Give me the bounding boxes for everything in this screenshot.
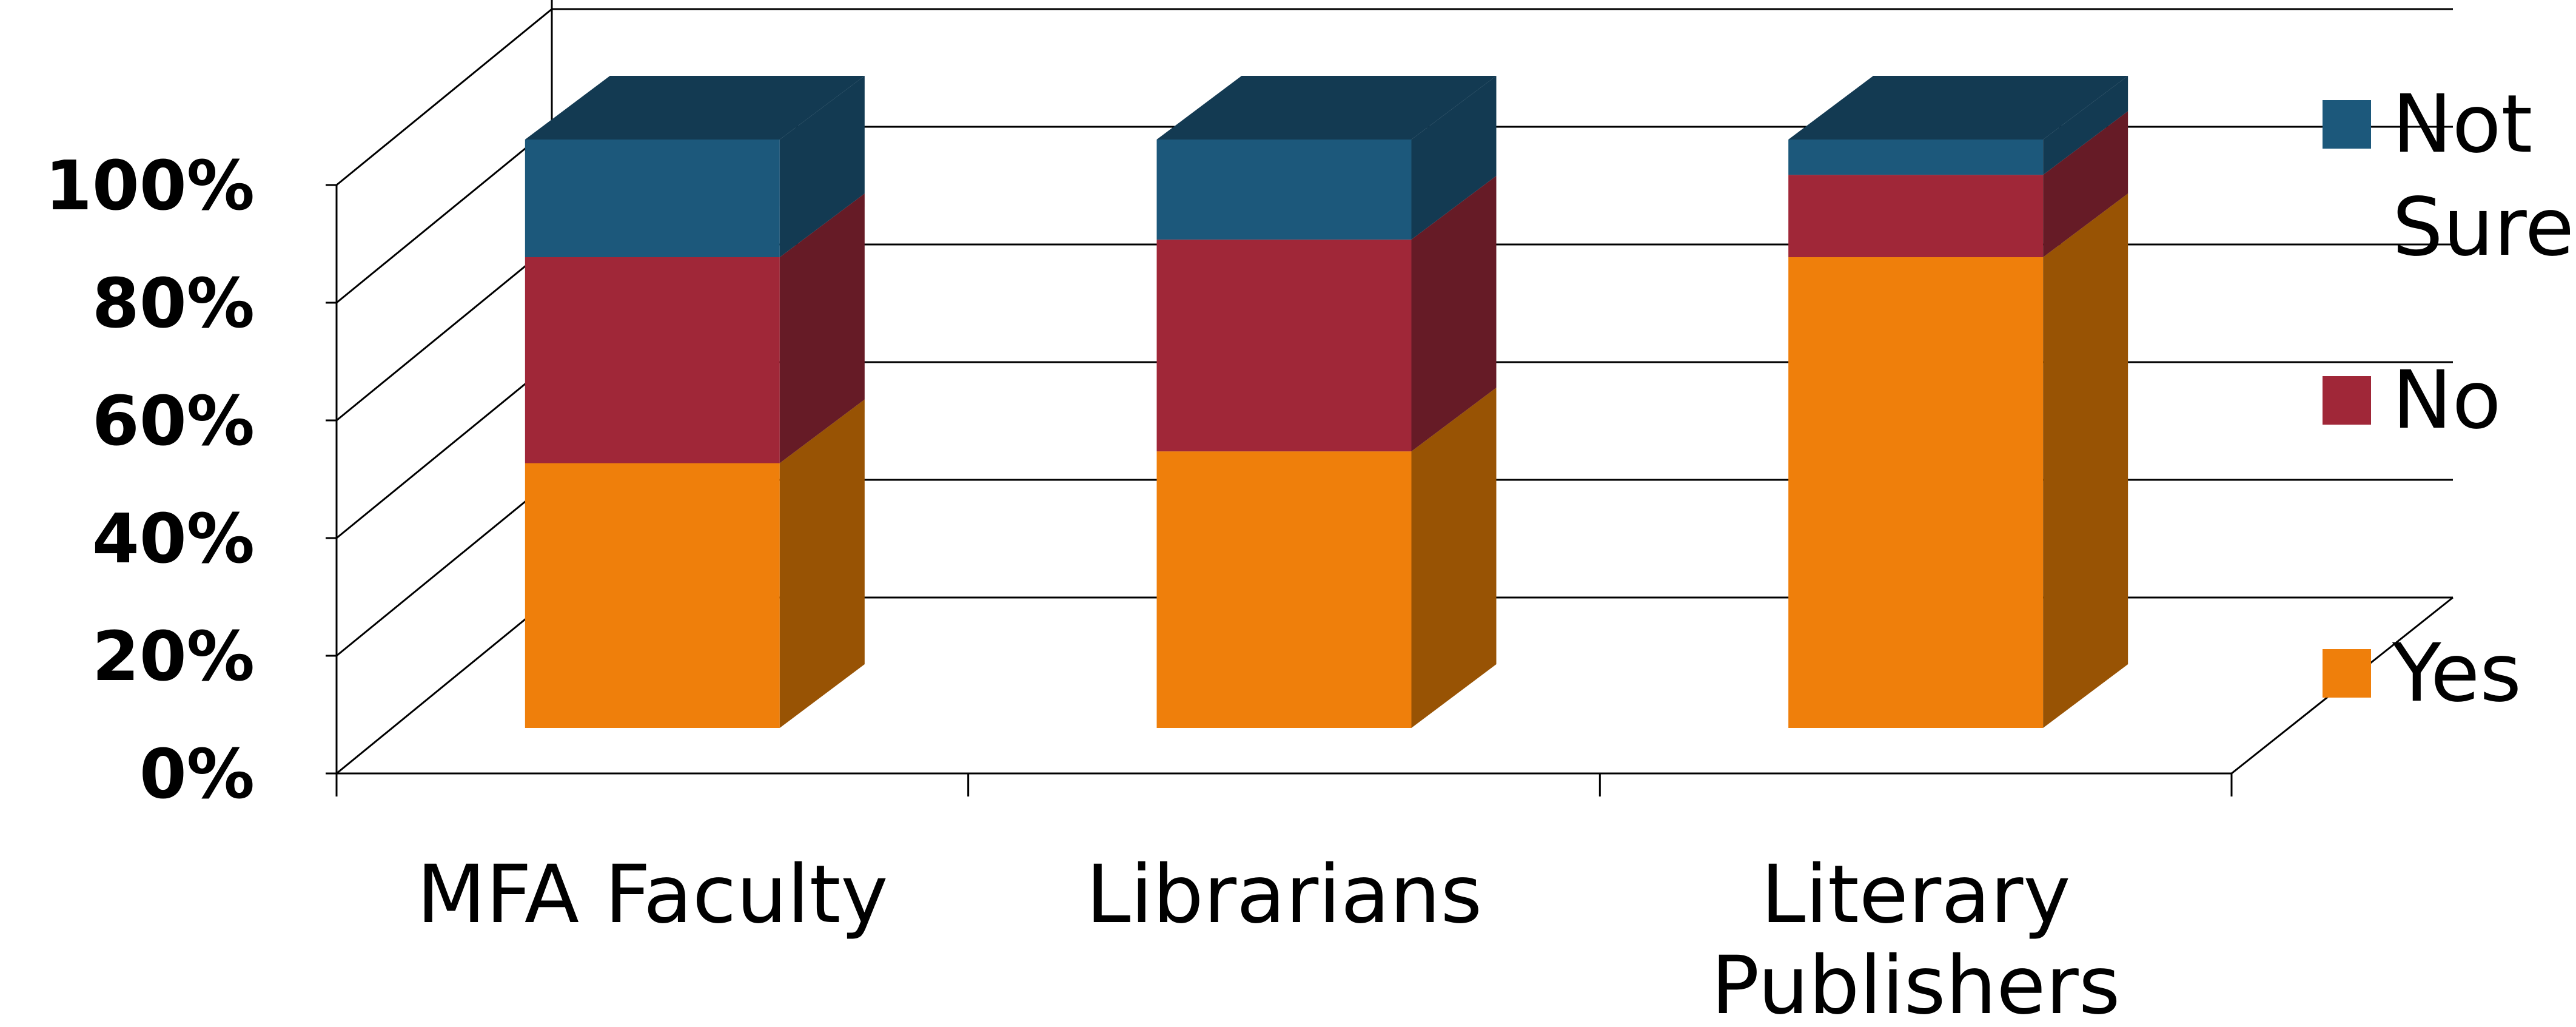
y-tick-label: 80% (92, 264, 255, 343)
bar-segment-side (1411, 175, 1497, 452)
bar-segment-side (779, 76, 865, 257)
side-wall-gridline (336, 479, 552, 657)
bars (525, 76, 2128, 728)
side-wall-gridline (336, 8, 552, 186)
side-wall-gridline (336, 243, 552, 422)
y-tick-label: 100% (45, 147, 255, 226)
y-tick-label: 40% (92, 500, 255, 579)
bar-segment (1156, 140, 1412, 240)
side-wall-gridline (336, 596, 552, 775)
legend-label: Yes (2392, 627, 2521, 720)
bar-top (1788, 76, 2128, 140)
y-axis-ticks: 0% 20% 40% 60% 80% 100% (45, 147, 255, 814)
x-axis-labels: MFA Faculty Librarians Literary Publishers (417, 848, 2120, 1027)
bar-segment-side (779, 399, 865, 728)
gridlines (336, 8, 2453, 775)
y-tick-label: 20% (92, 618, 255, 696)
bar-top (525, 76, 865, 140)
bar-segment (525, 257, 780, 463)
bar-top (1156, 76, 1497, 140)
bar-segment-side (779, 194, 865, 463)
bar-segment-side (1411, 388, 1497, 728)
category-label: Librarians (1086, 848, 1482, 941)
legend-swatch (2323, 100, 2371, 149)
bar-segment (1156, 239, 1412, 452)
legend-label: No (2392, 354, 2501, 447)
legend: Not Sure No Yes (2323, 78, 2574, 720)
side-wall-gridline (336, 361, 552, 539)
bar-segment (525, 463, 780, 728)
legend-swatch (2323, 376, 2371, 425)
bar-segment (1788, 175, 2044, 257)
bar-segment-side (2043, 111, 2128, 257)
side-wall-gridline (336, 126, 552, 304)
bar-segment-side (1411, 76, 1497, 240)
bar-segment (1156, 451, 1412, 728)
y-tick-label: 60% (92, 382, 255, 461)
bar-segment (1788, 257, 2044, 728)
bar-segment (525, 140, 780, 257)
y-tick-label: 0% (139, 735, 255, 814)
legend-label: Not Sure (2392, 78, 2574, 274)
category-label: Literary Publishers (1711, 848, 2121, 1027)
bar-segment (1788, 140, 2044, 175)
legend-swatch (2323, 649, 2371, 698)
bar-segment-side (2043, 194, 2128, 728)
category-label: MFA Faculty (417, 848, 888, 941)
bar-segment-side (2043, 76, 2128, 175)
